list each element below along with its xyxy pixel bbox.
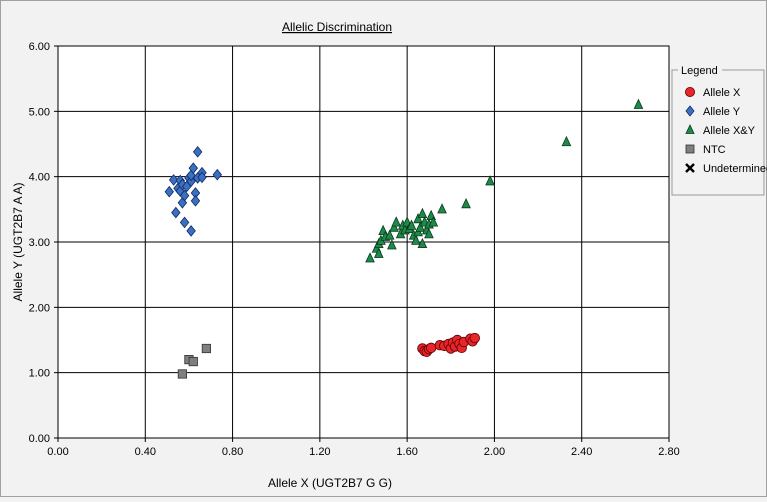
point-ntc[interactable]	[177, 369, 187, 379]
y-tick-label: 2.00	[29, 302, 50, 314]
legend-marker-allele-x[interactable]	[685, 87, 696, 98]
point-allele-y[interactable]	[168, 174, 179, 186]
legend-label-undetermined: Undetermined	[703, 163, 767, 175]
point-ntc[interactable]	[188, 356, 198, 367]
legend-marker-allele-x-y[interactable]	[685, 124, 695, 134]
y-tick-label: 1.00	[29, 368, 50, 380]
point-allele-y[interactable]	[190, 195, 201, 207]
point-allele-x-y[interactable]	[387, 239, 397, 250]
point-allele-y[interactable]	[192, 146, 203, 158]
x-tick-label: 2.40	[571, 446, 592, 458]
point-allele-y[interactable]	[171, 206, 181, 219]
point-allele-y[interactable]	[188, 162, 199, 175]
y-tick-label: 3.00	[29, 237, 50, 249]
legend-label-allele-x-y: Allele X&Y	[703, 125, 756, 137]
data-points[interactable]	[164, 98, 644, 379]
point-ntc[interactable]	[201, 343, 211, 354]
point-allele-x-y[interactable]	[424, 228, 434, 239]
x-tick-label: 1.60	[396, 446, 417, 458]
y-tick-label: 4.00	[29, 172, 50, 184]
x-tick-label: 0.80	[222, 446, 243, 458]
point-allele-x-y[interactable]	[417, 207, 428, 219]
grid-lines	[54, 45, 670, 442]
axis-tick-labels: 0.00 0.40 0.80 1.20 1.60 2.00 2.40 2.80 0.00 1.00…	[29, 41, 680, 458]
point-allele-x-y[interactable]	[413, 212, 423, 224]
point-allele-x-y[interactable]	[384, 229, 395, 240]
point-allele-y[interactable]	[179, 189, 190, 202]
point-allele-y[interactable]	[197, 171, 207, 184]
legend-marker-undetermined[interactable]	[685, 163, 695, 173]
point-allele-y[interactable]	[212, 168, 223, 181]
point-allele-y[interactable]	[186, 175, 196, 188]
point-allele-x[interactable]	[469, 332, 480, 344]
point-allele-x-y[interactable]	[406, 219, 417, 230]
legend-label-ntc: NTC	[703, 144, 726, 156]
point-allele-y[interactable]	[177, 196, 188, 209]
point-allele-x-y[interactable]	[389, 221, 399, 232]
y-axis-label: Allele Y (UGT2B7 A A)	[11, 183, 25, 302]
point-allele-x-y[interactable]	[485, 175, 495, 186]
legend-label-allele-y: Allele Y	[703, 106, 741, 118]
point-allele-y[interactable]	[186, 169, 196, 182]
point-allele-x-y[interactable]	[391, 216, 402, 227]
point-allele-x-y[interactable]	[415, 221, 426, 232]
point-allele-x-y[interactable]	[561, 135, 572, 147]
point-allele-x-y[interactable]	[417, 237, 428, 249]
point-allele-x-y[interactable]	[373, 247, 384, 258]
x-tick-label: 2.00	[484, 446, 505, 458]
legend-label-allele-x: Allele X	[703, 87, 741, 99]
chart-title: Allelic Discrimination	[282, 20, 392, 34]
x-tick-label: 0.40	[135, 446, 156, 458]
point-allele-y[interactable]	[164, 185, 175, 198]
point-allele-x-y[interactable]	[365, 252, 375, 263]
x-axis-label: Allele X (UGT2B7 G G)	[268, 476, 392, 490]
point-allele-x-y[interactable]	[633, 98, 644, 109]
y-tick-label: 6.00	[29, 41, 50, 53]
point-allele-x[interactable]	[425, 342, 437, 354]
x-tick-label: 0.00	[47, 446, 68, 458]
y-tick-label: 5.00	[29, 106, 50, 118]
x-tick-label: 2.80	[658, 446, 679, 458]
point-allele-y[interactable]	[179, 216, 190, 229]
y-tick-label: 0.00	[29, 433, 50, 445]
legend-marker-ntc[interactable]	[685, 144, 695, 154]
point-allele-x-y[interactable]	[461, 197, 471, 209]
x-tick-label: 1.20	[309, 446, 330, 458]
legend: Legend Allele X Allele Y Allele X&Y NTC Unde…	[671, 63, 767, 196]
legend-marker-allele-y[interactable]	[685, 105, 695, 117]
point-allele-x-y[interactable]	[437, 203, 447, 214]
point-allele-x-y[interactable]	[411, 234, 421, 245]
point-allele-y[interactable]	[186, 225, 196, 237]
point-allele-x-y[interactable]	[428, 216, 439, 227]
legend-title: Legend	[681, 65, 718, 77]
